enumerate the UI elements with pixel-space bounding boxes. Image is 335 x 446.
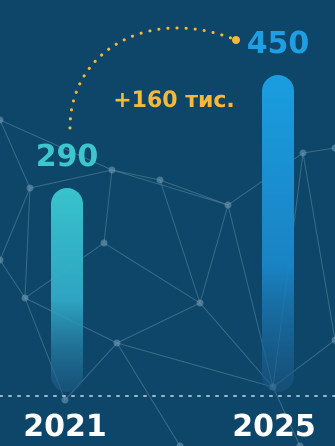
bar-2025 — [262, 75, 294, 392]
network-line — [116, 342, 274, 388]
network-node — [26, 184, 34, 192]
network-line — [29, 169, 113, 189]
value-label-2025: 450 — [247, 26, 310, 61]
growth-arc — [68, 26, 238, 130]
network-line — [0, 119, 113, 171]
network-line — [199, 302, 274, 388]
network-line — [302, 152, 335, 341]
network-node — [299, 149, 307, 157]
network-line — [111, 169, 161, 181]
network-node — [176, 442, 184, 446]
network-node — [61, 396, 69, 404]
value-label-2021: 290 — [36, 139, 99, 174]
network-line — [116, 342, 181, 446]
network-node — [296, 442, 304, 446]
network-node — [108, 166, 116, 174]
category-label-2021: 2021 — [23, 409, 107, 444]
network-line — [111, 169, 229, 206]
network-node — [113, 339, 121, 347]
network-node — [21, 294, 29, 302]
network-line — [199, 204, 229, 304]
network-line — [103, 169, 113, 244]
bar-2021 — [51, 188, 83, 392]
network-node — [0, 256, 4, 264]
network-node — [156, 176, 164, 184]
network-node — [331, 144, 335, 152]
network-node — [224, 201, 232, 209]
network-line — [272, 386, 301, 446]
category-label-2025: 2025 — [232, 409, 316, 444]
network-line — [302, 147, 335, 154]
network-background — [0, 116, 335, 446]
network-node — [0, 116, 4, 124]
network-line — [116, 302, 201, 344]
network-node — [196, 299, 204, 307]
network-line — [0, 259, 26, 299]
growth-arc-end-dot — [232, 36, 240, 44]
growth-annotation: +160 тис. — [113, 88, 235, 113]
network-line — [103, 242, 201, 304]
network-line — [0, 187, 31, 261]
network-line — [0, 119, 31, 189]
network-node — [100, 239, 108, 247]
network-line — [159, 179, 229, 206]
network-line — [24, 187, 31, 299]
network-line — [159, 179, 201, 304]
network-node — [331, 336, 335, 344]
